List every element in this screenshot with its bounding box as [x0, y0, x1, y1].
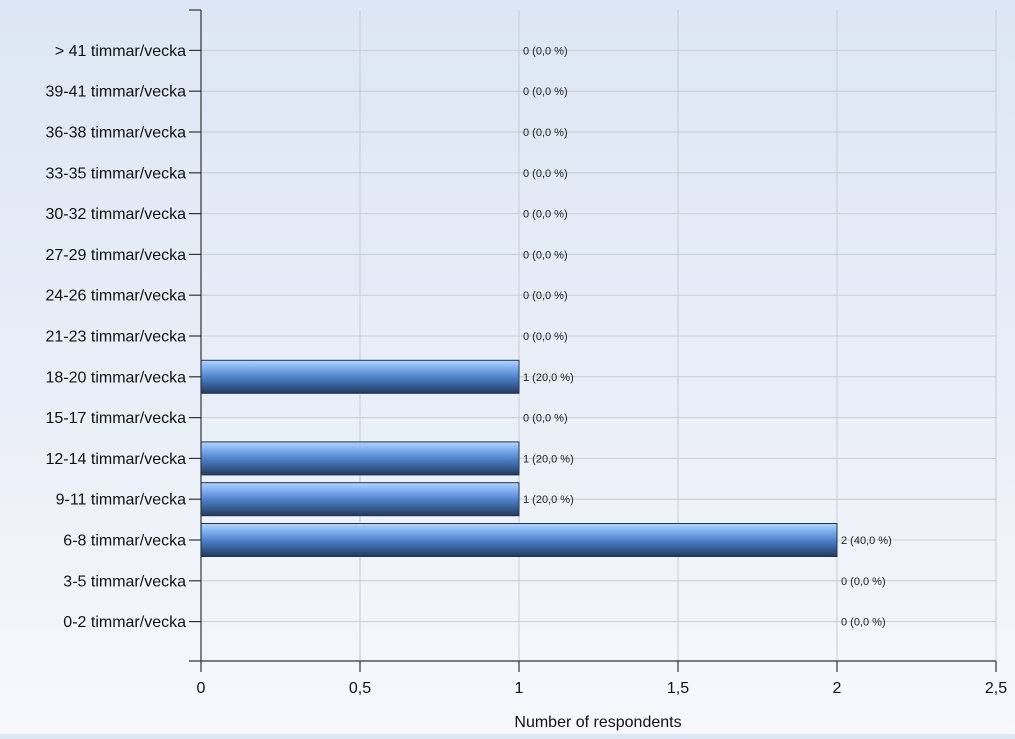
category-label: 9-11 timmar/vecka: [56, 492, 187, 509]
data-label: 0 (0,0 %): [523, 290, 568, 302]
data-label: 1 (20,0 %): [523, 453, 574, 465]
data-label: 0 (0,0 %): [523, 413, 568, 425]
category-label: 30-32 timmar/vecka: [46, 206, 187, 223]
gridlines: [201, 10, 997, 661]
x-tick-label: 0: [197, 680, 206, 697]
x-axis-title: Number of respondents: [514, 714, 681, 731]
bar: [200, 523, 838, 557]
x-tick-label: 2: [833, 680, 842, 697]
data-label: 0 (0,0 %): [841, 576, 886, 588]
category-label: 15-17 timmar/vecka: [46, 410, 187, 427]
category-label: > 41 timmar/vecka: [55, 43, 186, 60]
category-label: 39-41 timmar/vecka: [46, 84, 187, 101]
data-label: 1 (20,0 %): [523, 494, 574, 506]
category-label: 24-26 timmar/vecka: [46, 288, 187, 305]
data-label: 1 (20,0 %): [523, 372, 574, 384]
x-tick-label: 0,5: [349, 680, 371, 697]
category-label: 33-35 timmar/vecka: [46, 165, 187, 182]
category-label: 18-20 timmar/vecka: [46, 369, 187, 386]
bar: [200, 359, 520, 394]
x-tick-label: 1: [515, 680, 524, 697]
data-label: 0 (0,0 %): [523, 209, 568, 221]
data-label: 0 (0,0 %): [841, 617, 886, 629]
category-label: 3-5 timmar/vecka: [63, 573, 186, 590]
data-label: 0 (0,0 %): [523, 45, 568, 57]
bar: [200, 441, 520, 476]
bars: [200, 359, 838, 557]
category-label: 6-8 timmar/vecka: [63, 533, 186, 550]
axes: [189, 9, 997, 672]
data-label: 0 (0,0 %): [523, 249, 568, 261]
category-label: 21-23 timmar/vecka: [46, 329, 187, 346]
category-label: 27-29 timmar/vecka: [46, 247, 187, 264]
category-label: 0-2 timmar/vecka: [63, 614, 186, 631]
data-label: 0 (0,0 %): [523, 86, 568, 98]
data-label: 0 (0,0 %): [523, 168, 568, 180]
category-label: 12-14 timmar/vecka: [46, 451, 187, 468]
labels: > 41 timmar/vecka 39-41 timmar/vecka 36-38…: [46, 43, 1008, 697]
bar: [200, 482, 520, 517]
x-tick-label: 1,5: [667, 680, 689, 697]
data-label: 2 (40,0 %): [841, 535, 892, 547]
x-tick-label: 2,5: [985, 680, 1007, 697]
category-label: 36-38 timmar/vecka: [46, 125, 187, 142]
data-label: 0 (0,0 %): [523, 331, 568, 343]
data-label: 0 (0,0 %): [523, 127, 568, 139]
